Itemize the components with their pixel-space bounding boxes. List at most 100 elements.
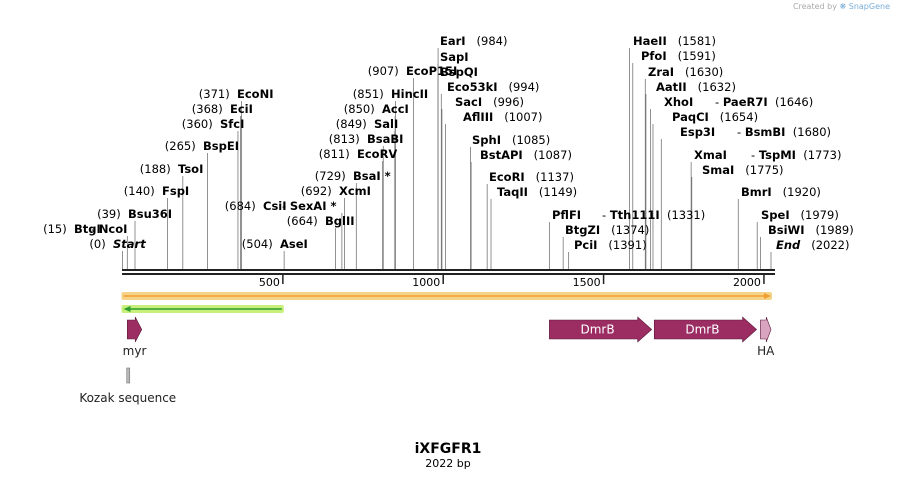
site-position: (692) (301, 184, 339, 198)
site-name: Esp3I (680, 125, 715, 139)
site-position: (994) (498, 80, 540, 94)
site-name: Bsu36I (128, 207, 172, 221)
credit-brand: SnapGene (848, 2, 890, 11)
site-label[interactable]: (371) EcoNI (199, 87, 274, 101)
site-name: EcoRI (489, 170, 525, 184)
site-position: (811) (319, 147, 357, 161)
site-position: (996) (482, 95, 524, 109)
feature-ha[interactable] (760, 316, 772, 343)
site-name: SmaI (702, 163, 734, 177)
site-separator: - (737, 125, 745, 139)
site-label[interactable]: (850) AccI (344, 102, 409, 116)
site-label[interactable]: BmrI (1920) (741, 185, 821, 199)
site-label[interactable]: (684) CsiI (225, 199, 287, 213)
site-label[interactable]: BsiWI (1989) (768, 223, 854, 237)
site-position: (1137) (525, 170, 574, 184)
feature-kozak-sequence[interactable] (126, 367, 131, 384)
feature-myr[interactable] (127, 316, 143, 343)
tick-label: 1000 (412, 276, 440, 289)
site-label[interactable]: (368) EciI (192, 102, 253, 116)
map-length: 2022 bp (425, 457, 470, 470)
site-position: (1374) (600, 223, 649, 237)
site-label[interactable]: - TspMI (1773) (751, 148, 842, 162)
site-name: PciI (574, 238, 597, 252)
site-label[interactable]: (813) BsaBI (329, 132, 404, 146)
snapgene-logo-icon: ❋ (839, 2, 847, 11)
site-name: BspQI (440, 65, 478, 79)
site-label[interactable]: XhoI (664, 95, 693, 109)
site-label[interactable]: (360) SfcI (182, 117, 245, 131)
site-label[interactable]: EcoRI (1137) (489, 170, 574, 184)
site-label[interactable]: - SexAI * (282, 199, 337, 213)
site-name: BsiWI (768, 223, 805, 237)
site-label[interactable]: TaqII (1149) (497, 185, 577, 199)
site-name: AseI (280, 237, 308, 251)
site-label[interactable]: XmaI (694, 148, 727, 162)
backbone-bottom-strand (122, 273, 775, 275)
site-label[interactable]: BspQI (440, 65, 478, 79)
site-label[interactable]: (188) TsoI (140, 162, 204, 176)
site-label[interactable]: SphI (1085) (472, 133, 550, 147)
site-label[interactable]: SacI (996) (455, 95, 524, 109)
site-label[interactable]: (140) FspI (124, 184, 189, 198)
site-label[interactable]: - Tth111I (1331) (602, 208, 705, 222)
scale-ticks: 500 1000 1500 2000 (259, 275, 765, 289)
site-label[interactable]: BstAPI (1087) (480, 148, 572, 162)
site-label[interactable]: (692) XcmI (301, 184, 371, 198)
site-label[interactable]: - BsmBI (1680) (737, 125, 831, 139)
feature-label-ha: HA (757, 344, 775, 358)
site-label[interactable]: PaqCI (1654) (672, 110, 758, 124)
site-label[interactable]: HaeII (1581) (633, 34, 716, 48)
site-label[interactable]: (907) EcoP15I (368, 64, 458, 78)
site-label[interactable]: AflIII (1007) (463, 110, 542, 124)
site-label[interactable]: SapI (440, 50, 469, 64)
site-label[interactable]: PfoI (1591) (641, 49, 716, 63)
site-name: Eco53kI (447, 80, 498, 94)
site-name: PaeR7I (723, 95, 768, 109)
orf-arrowhead (764, 293, 771, 299)
site-label[interactable]: (851) HincII (353, 87, 428, 101)
site-label[interactable]: (39) Bsu36I (97, 207, 172, 221)
site-label[interactable]: PciI (1391) (574, 238, 647, 252)
site-label[interactable]: (811) EcoRV (319, 147, 398, 161)
site-label[interactable]: AatII (1632) (656, 80, 736, 94)
tick-label: 500 (259, 276, 280, 289)
site-label[interactable]: (664) BglII (287, 214, 355, 228)
site-label[interactable]: BtgZI (1374) (565, 223, 649, 237)
feature-dmrb[interactable] (549, 316, 653, 343)
site-position: (265) (165, 139, 203, 153)
site-label[interactable]: (729) BsaI * (315, 169, 391, 183)
site-label[interactable]: (15) BtgI (43, 222, 101, 236)
site-position: (1989) (805, 223, 854, 237)
site-label[interactable]: SmaI (1775) (702, 163, 784, 177)
site-label[interactable]: (504) AseI (242, 237, 308, 251)
site-position: (15) (43, 222, 74, 236)
site-label[interactable]: EarI (984) (440, 34, 507, 48)
site-label[interactable]: (0) Start (89, 237, 146, 251)
site-label[interactable]: Esp3I (680, 125, 715, 139)
site-label[interactable]: SpeI (1979) (761, 208, 839, 222)
site-position: (1331) (660, 208, 706, 222)
feature-label-dmrb: DmrB (685, 323, 719, 337)
site-name: BtgZI (565, 223, 600, 237)
site-position: (907) (368, 64, 406, 78)
snapgene-credit: Created by ❋ SnapGene (793, 2, 890, 11)
site-label[interactable]: Eco53kI (994) (447, 80, 539, 94)
site-label[interactable]: - PaeR7I (1646) (715, 95, 813, 109)
site-position: (0) (89, 237, 113, 251)
feature-dmrb[interactable] (653, 316, 758, 343)
site-label[interactable]: - NcoI (91, 222, 127, 236)
site-position: (371) (199, 87, 237, 101)
site-label[interactable]: ZraI (1630) (648, 65, 723, 79)
site-label[interactable]: (849) SalI (336, 117, 399, 131)
site-name: BtgI (74, 222, 101, 236)
site-name: TaqII (497, 185, 528, 199)
site-name: BglII (325, 214, 355, 228)
site-name: EciI (230, 102, 253, 116)
site-position: (1646) (768, 95, 814, 109)
site-position: (140) (124, 184, 162, 198)
site-label[interactable]: PflFI (552, 208, 581, 222)
site-label[interactable]: End (2022) (776, 238, 850, 252)
site-label[interactable]: (265) BspEI (165, 139, 239, 153)
site-position: (1920) (772, 185, 821, 199)
